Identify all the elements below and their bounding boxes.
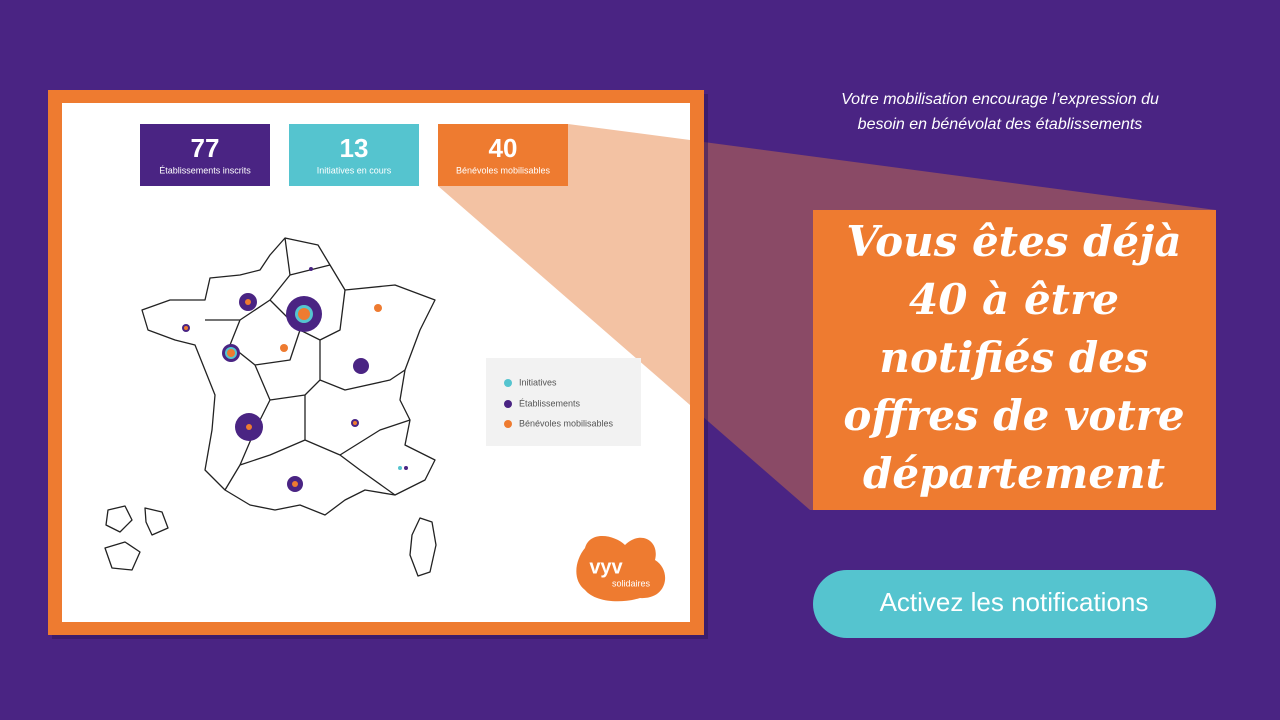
bubble [398, 466, 402, 470]
legend-label: Bénévoles mobilisables [519, 418, 614, 428]
bubble [298, 308, 310, 320]
headline-line: notifiés des [879, 333, 1148, 382]
bubble [353, 421, 357, 425]
button-label[interactable]: Activez les notifications [880, 587, 1149, 617]
stat-box [289, 124, 419, 186]
stat-label: Établissements inscrits [159, 165, 251, 175]
button[interactable] [813, 570, 1216, 638]
stat-value: 13 [340, 133, 369, 163]
bubble [404, 466, 408, 470]
bubble [280, 344, 288, 352]
legend: Initiatives Établissements Bénévoles mob… [486, 358, 641, 446]
stat-value: 77 [191, 133, 220, 163]
headline-line: 40 à être [909, 275, 1119, 324]
stat-box [140, 124, 270, 186]
legend-label: Établissements [519, 398, 581, 408]
region-lines [205, 237, 411, 496]
caption: Votre mobilisation encourage l’expressio… [841, 91, 1159, 108]
bubble [184, 326, 188, 330]
legend-swatch [504, 400, 512, 408]
bubble [353, 358, 369, 374]
france-outline [141, 237, 436, 516]
stat-box [438, 124, 568, 186]
logo: vyv solidaires [576, 535, 666, 602]
stat-label: Initiatives en cours [317, 165, 392, 175]
bubble [246, 424, 252, 430]
bubble [245, 299, 251, 305]
bubble [292, 481, 298, 487]
headline: Vous êtes déjà 40 à être notifiés des offre… [843, 217, 1184, 498]
headline-line: Vous êtes déjà [846, 217, 1181, 266]
stats: 77 Établissements inscrits 13 Initiative… [140, 124, 568, 186]
legend-label: Initiatives [519, 377, 557, 387]
headline-box [813, 210, 1216, 510]
headline-line: offres de votre [843, 391, 1184, 440]
wedge-light [438, 124, 690, 405]
legend-swatch [504, 379, 512, 387]
logo-name: vyv [589, 556, 623, 578]
logo-blob [576, 535, 666, 602]
stat-label: Bénévoles mobilisables [456, 165, 551, 175]
stat-value: 40 [489, 133, 518, 163]
islands [104, 505, 169, 571]
logo-tagline: solidaires [612, 578, 651, 588]
legend-box [486, 358, 641, 446]
corsica [409, 517, 437, 577]
caption: besoin en bénévolat des établissements [858, 116, 1143, 133]
headline-line: département [863, 449, 1165, 498]
bubble [309, 267, 313, 271]
bubble [374, 304, 382, 312]
legend-swatch [504, 420, 512, 428]
bubble [227, 349, 235, 357]
map [104, 237, 437, 577]
